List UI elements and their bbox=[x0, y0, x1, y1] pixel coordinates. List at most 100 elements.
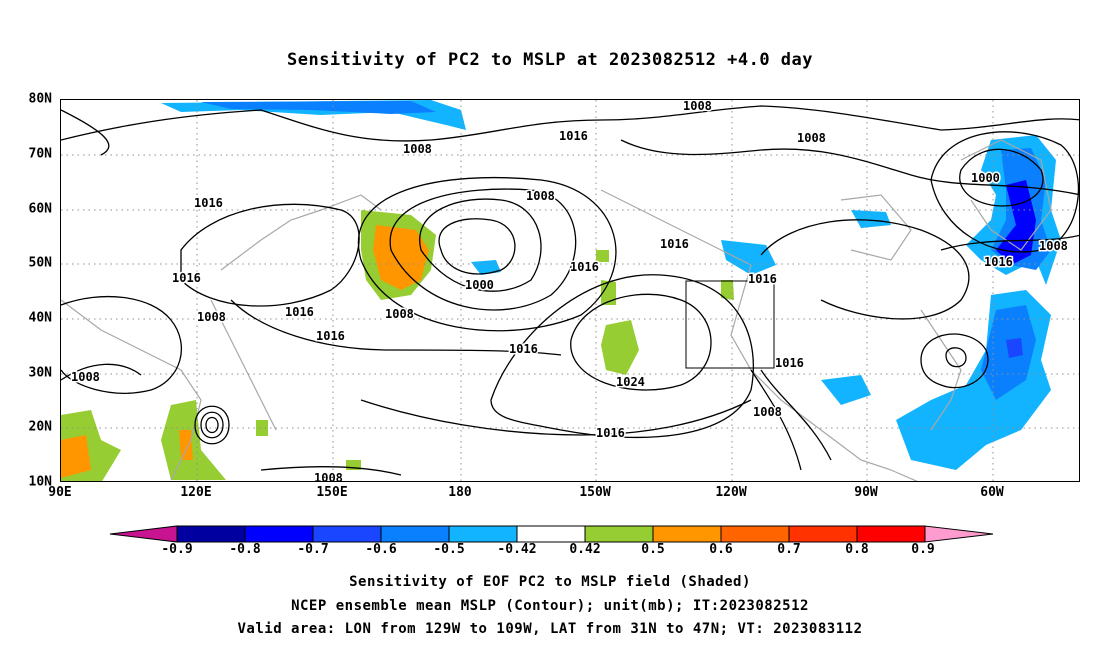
lon-label-60w: 60W bbox=[980, 485, 1004, 500]
graticule bbox=[61, 100, 1079, 481]
lat-label-40n: 40N bbox=[28, 310, 52, 326]
contour-label: 1016 bbox=[316, 329, 345, 343]
coast-north-america-east bbox=[920, 309, 962, 431]
colorbar-cell bbox=[856, 525, 926, 543]
shade-subtropic-green bbox=[601, 320, 639, 375]
caption-line-1: Sensitivity of EOF PC2 to MSLP field (Sh… bbox=[349, 574, 751, 590]
caption-line-3: Valid area: LON from 129W to 109W, LAT f… bbox=[237, 621, 863, 637]
map-title: Sensitivity of PC2 to MSLP at 2023082512… bbox=[286, 50, 813, 70]
lon-label-90e: 90E bbox=[48, 485, 72, 500]
lat-label-60n: 60N bbox=[28, 201, 52, 217]
colorbar bbox=[109, 525, 994, 543]
contour-atlantic-outer bbox=[920, 333, 989, 389]
shade-hudson bbox=[851, 210, 891, 228]
contour-label: 1016 bbox=[748, 272, 777, 286]
contour-label: 1008 bbox=[1039, 239, 1068, 253]
contour-label: 1000 bbox=[971, 171, 1000, 185]
contour-label: 1000 bbox=[465, 278, 494, 292]
colorbar-cell bbox=[380, 525, 450, 543]
contour-label: 1016 bbox=[570, 260, 599, 274]
contour-subtropic-high bbox=[570, 293, 712, 391]
contour-southern-1008 bbox=[260, 466, 402, 476]
coast-central-america bbox=[860, 459, 918, 481]
contour-arctic-2 bbox=[61, 109, 110, 156]
colorbar-label: 0.42 bbox=[569, 542, 601, 557]
colorbar-cell bbox=[448, 525, 518, 543]
lon-label-120e: 120E bbox=[180, 485, 212, 500]
contour-label: 1008 bbox=[71, 370, 100, 384]
contour-west-pacific bbox=[180, 203, 360, 307]
colorbar-cell bbox=[652, 525, 722, 543]
lon-label-150w: 150W bbox=[579, 485, 611, 500]
shade-philippine-green bbox=[161, 400, 226, 480]
caption-line-2: NCEP ensemble mean MSLP (Contour); unit(… bbox=[291, 598, 809, 614]
lat-label-20n: 20N bbox=[28, 419, 52, 435]
shade-scs-orange bbox=[61, 435, 91, 478]
contour-label: 1016 bbox=[285, 305, 314, 319]
contour-greenland-low bbox=[959, 148, 1044, 207]
contour-label: 1016 bbox=[509, 342, 538, 356]
contour-north-pacific bbox=[620, 139, 1079, 196]
contour-label: 1016 bbox=[775, 356, 804, 370]
colorbar-label: -0.9 bbox=[161, 542, 193, 557]
lon-label-150e: 150E bbox=[316, 485, 348, 500]
contour-low-1 bbox=[438, 218, 516, 275]
colorbar-label: -0.42 bbox=[497, 542, 537, 557]
contour-subtropic-outer bbox=[490, 274, 755, 439]
coast-hudson bbox=[840, 194, 912, 261]
sensitivity-map: 1008 1016 1008 1016 1008 1016 1008 1016 … bbox=[61, 100, 1079, 482]
colorbar-end-low bbox=[109, 525, 178, 543]
valid-area-box bbox=[685, 280, 775, 369]
colorbar-cell bbox=[312, 525, 382, 543]
lat-label-80n: 80N bbox=[28, 91, 52, 107]
contour-label: 1008 bbox=[526, 189, 555, 203]
contour-typhoon-2 bbox=[200, 411, 224, 439]
contour-arctic bbox=[61, 105, 1079, 142]
shade-aleutian-green bbox=[601, 280, 616, 305]
lat-label-30n: 30N bbox=[28, 365, 52, 381]
contour-label: 1016 bbox=[596, 426, 625, 440]
colorbar-label: -0.6 bbox=[365, 542, 397, 557]
colorbar-label: -0.5 bbox=[433, 542, 465, 557]
lat-label-50n: 50N bbox=[28, 255, 52, 271]
shade-aleutian-dot bbox=[596, 250, 609, 262]
colorbar-label: 0.9 bbox=[911, 542, 935, 557]
colorbar-cell bbox=[584, 525, 654, 543]
shade-philippine-orange bbox=[179, 430, 193, 460]
colorbar-cell bbox=[788, 525, 858, 543]
contour-atlantic-high bbox=[945, 347, 967, 368]
colorbar-label: 0.5 bbox=[641, 542, 665, 557]
contour-label: 1016 bbox=[172, 271, 201, 285]
coast-siberia bbox=[220, 194, 382, 271]
colorbar-cell bbox=[720, 525, 790, 543]
contour-ne-atlantic bbox=[940, 234, 1079, 251]
colorbar-cell bbox=[176, 525, 246, 543]
contour-canada bbox=[760, 219, 970, 320]
shade-kamchatka-orange bbox=[373, 225, 429, 290]
contour-low-3 bbox=[389, 188, 577, 311]
positive-sensitivity-shading bbox=[61, 210, 734, 481]
shade-arctic-core bbox=[201, 101, 436, 114]
contour-label: 1024 bbox=[616, 375, 645, 389]
shade-bering bbox=[471, 260, 501, 275]
contour-label: 1016 bbox=[559, 129, 588, 143]
coast-alaska bbox=[600, 189, 752, 266]
contour-typhoon-3 bbox=[194, 405, 230, 445]
mslp-contours bbox=[61, 105, 1079, 476]
contour-asia-2 bbox=[61, 363, 142, 381]
colorbar-cell bbox=[516, 525, 586, 543]
contour-mexico-2 bbox=[760, 369, 832, 461]
coast-korea-japan bbox=[210, 299, 277, 431]
contour-low-2 bbox=[419, 198, 542, 292]
contour-low-4 bbox=[358, 176, 617, 332]
contour-label: 1008 bbox=[314, 471, 343, 482]
contour-label: 1008 bbox=[403, 142, 432, 156]
coast-east-asia bbox=[61, 299, 202, 481]
shade-pacific-nw bbox=[721, 240, 776, 275]
shade-gulf bbox=[821, 375, 871, 405]
map-panel: 1008 1016 1008 1016 1008 1016 1008 1016 … bbox=[60, 99, 1080, 482]
shade-wpac-dot bbox=[256, 420, 268, 436]
shade-atlantic-core bbox=[1006, 338, 1023, 358]
contour-label: 1008 bbox=[197, 310, 226, 324]
contour-label: 1008 bbox=[683, 100, 712, 113]
